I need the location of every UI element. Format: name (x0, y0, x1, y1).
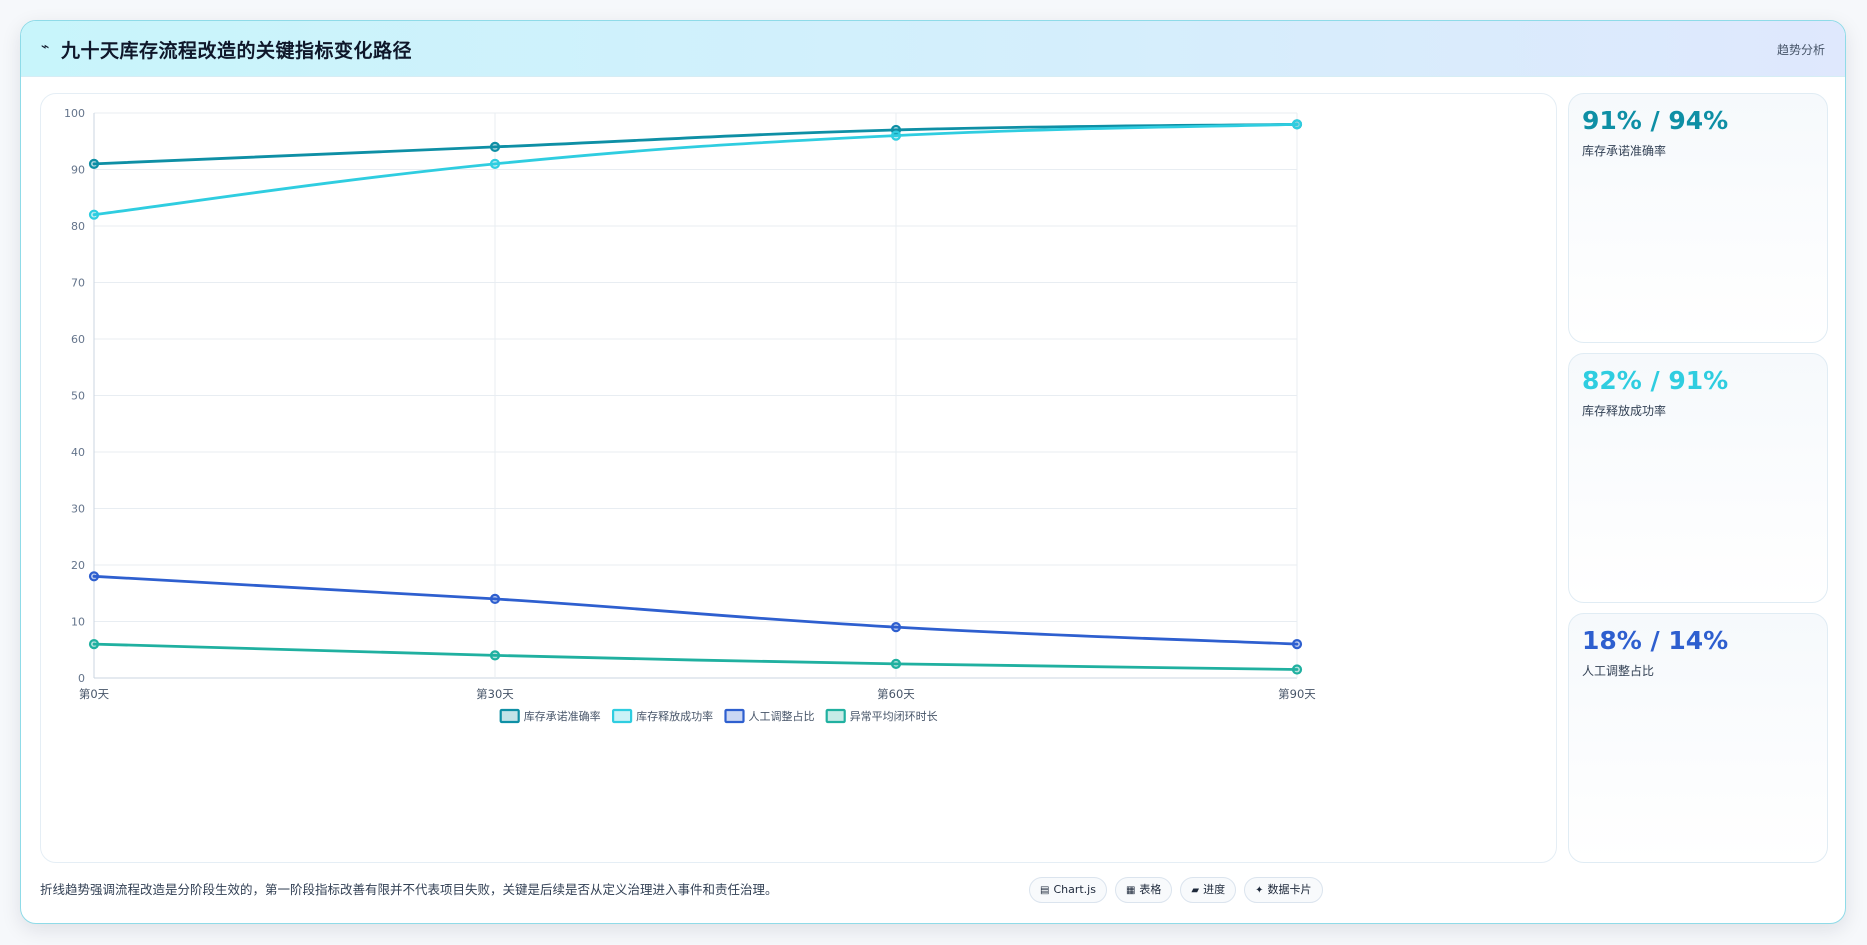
data-point (489, 650, 501, 661)
pill-table[interactable]: ▦ 表格 (1114, 877, 1173, 903)
data-point (489, 158, 501, 169)
series-line (92, 122, 1299, 166)
stat-card-manual: 18% / 14% 人工调整占比 (1568, 613, 1828, 863)
x-tick-label: 第60天 (877, 687, 915, 701)
x-tick-label: 第90天 (1278, 687, 1316, 701)
stat-card-release: 82% / 91% 库存释放成功率 (1568, 353, 1828, 603)
x-tick-label: 第30天 (476, 687, 514, 701)
page-title: 九十天库存流程改造的关键指标变化路径 (61, 40, 413, 62)
y-tick-label: 90 (71, 164, 85, 177)
data-point (1291, 119, 1303, 130)
pill-label: 表格 (1139, 883, 1162, 896)
y-tick-label: 30 (71, 503, 85, 516)
chart-footnote: 折线趋势强调流程改造是分阶段生效的，第一阶段指标改善有限并不代表项目失败，关键是… (40, 882, 778, 897)
y-tick-label: 10 (71, 616, 85, 629)
stat-value: 18% / 14% (1582, 626, 1729, 655)
pill-label: 数据卡片 (1267, 883, 1312, 896)
legend-swatch (611, 708, 633, 724)
y-tick-label: 100 (64, 107, 85, 120)
feature-pills: ▤ Chart.js ▦ 表格 ▰ 进度 ✦ 数据卡片 (1029, 877, 1323, 903)
data-point (489, 141, 501, 153)
line-chart: 0 10 20 30 40 50 60 70 80 90 100 第0天 第30天 第60天 第90天库存承… (64, 107, 1316, 724)
data-point (489, 593, 501, 604)
data-point (88, 571, 100, 582)
chart-icon: ▤ (1040, 885, 1050, 896)
panel-header: ⌁ 九十天库存流程改造的关键指标变化路径 趋势分析 (21, 21, 1845, 77)
y-tick-label: 40 (71, 446, 85, 459)
series-line (92, 122, 1299, 217)
category-tag: 趋势分析 (1776, 43, 1825, 57)
data-point (890, 130, 902, 141)
x-tick-label: 第0天 (79, 687, 110, 701)
y-tick-label: 80 (71, 220, 85, 233)
progress-icon: ▰ (1191, 885, 1200, 896)
legend-label: 人工调整占比 (749, 709, 815, 723)
data-point (1291, 638, 1303, 650)
y-tick-label: 50 (71, 390, 85, 403)
y-tick-label: 60 (71, 333, 85, 346)
pill-label: 进度 (1203, 883, 1226, 896)
pill-data-card[interactable]: ✦ 数据卡片 (1244, 877, 1323, 903)
table-icon: ▦ (1125, 885, 1136, 896)
trend-panel: ⌁ 九十天库存流程改造的关键指标变化路径 趋势分析 0 10 20 30 40 50 60 7… (20, 20, 1846, 924)
series-line (92, 574, 1299, 646)
stat-value: 91% / 94% (1582, 106, 1729, 135)
legend-label: 异常平均闭环时长 (850, 710, 938, 723)
line-chart-card: 0 10 20 30 40 50 60 70 80 90 100 第0天 第30天 第60天 第90天库存承… (40, 93, 1557, 863)
y-tick-label: 70 (71, 277, 85, 290)
data-point (890, 658, 902, 669)
pill-chartjs[interactable]: ▤ Chart.js (1029, 877, 1107, 903)
data-point (88, 638, 100, 650)
data-point (890, 622, 902, 633)
y-tick-label: 20 (71, 559, 85, 572)
pill-label: Chart.js (1053, 883, 1096, 896)
stat-label: 人工调整占比 (1582, 664, 1655, 678)
stat-label: 库存承诺准确率 (1582, 144, 1667, 158)
stat-card-accuracy: 91% / 94% 库存承诺准确率 (1568, 93, 1828, 343)
stat-value: 82% / 91% (1582, 366, 1729, 395)
stat-label: 库存释放成功率 (1582, 404, 1667, 418)
sparkle-icon: ✦ (1255, 885, 1264, 896)
legend-swatch (499, 708, 520, 724)
trend-line-icon: ⌁ (41, 39, 50, 55)
legend-label: 库存承诺准确率 (524, 709, 601, 723)
pill-progress[interactable]: ▰ 进度 (1180, 877, 1237, 903)
y-tick-label: 0 (78, 672, 85, 685)
data-point (88, 158, 100, 169)
legend-swatch (724, 708, 745, 724)
data-point (88, 209, 100, 220)
data-point (1291, 664, 1303, 675)
legend-swatch (825, 708, 846, 724)
legend-label: 库存释放成功率 (636, 709, 713, 723)
series-line (92, 642, 1299, 671)
